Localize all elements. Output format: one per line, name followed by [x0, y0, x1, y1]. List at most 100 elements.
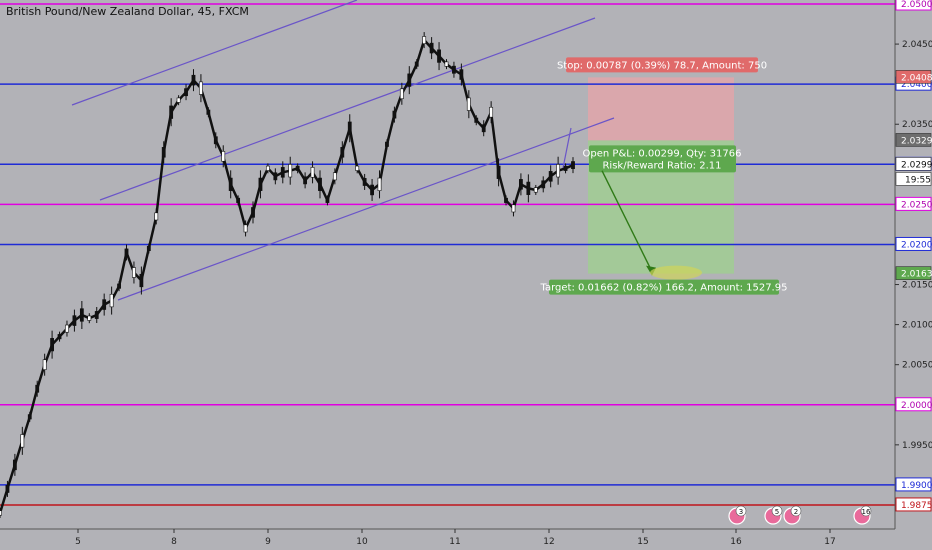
- event-count: 2: [794, 508, 798, 516]
- candle-body: [5, 485, 10, 493]
- candle-body: [251, 207, 255, 218]
- trend-line-4[interactable]: [562, 127, 572, 169]
- event-count-bg: [790, 505, 802, 517]
- candle-body: [310, 167, 315, 178]
- price-tick-label: 2.01000: [902, 321, 932, 331]
- event-badge[interactable]: 3: [728, 505, 747, 525]
- target-arrow[interactable]: [601, 170, 653, 272]
- event-badge[interactable]: 5: [764, 505, 783, 525]
- time-tick-label: 8: [171, 537, 177, 547]
- candle-body: [79, 308, 84, 322]
- candle-body: [466, 97, 471, 111]
- candle-body: [541, 180, 546, 189]
- candle-body: [340, 147, 345, 158]
- stop-zone: [588, 77, 734, 141]
- event-count-bg: [771, 505, 783, 517]
- level-price-label: 2.02500: [901, 200, 932, 210]
- candle-body: [332, 172, 337, 181]
- time-tick-label: 10: [356, 537, 368, 547]
- candle-body: [139, 273, 144, 288]
- event-count-bg: [860, 505, 872, 517]
- candle-body: [347, 121, 352, 135]
- trend-line-1[interactable]: [71, 0, 358, 106]
- position-overlay[interactable]: Stop: 0.00787 (0.39%) 78.7, Amount: 750 O…: [540, 57, 788, 295]
- level-price-badge: [895, 477, 932, 492]
- candle-body: [191, 74, 196, 86]
- time-tick-label: 5: [75, 537, 81, 547]
- candle-body: [35, 384, 40, 393]
- candle-body: [325, 197, 330, 203]
- price-tick-label: 2.03500: [902, 120, 932, 130]
- candle-body: [303, 176, 308, 185]
- candle-body: [213, 136, 218, 145]
- countdown-label: 19:55: [905, 175, 931, 185]
- candle-body: [444, 61, 449, 67]
- trend-line-3[interactable]: [117, 117, 615, 301]
- price-label-stop: [895, 70, 932, 84]
- level-price-badge: [895, 196, 932, 211]
- candle-body: [526, 181, 531, 195]
- candle-body: [12, 459, 17, 471]
- candle-body: [548, 171, 553, 182]
- candle-body: [399, 88, 404, 100]
- time-tick-label: 16: [730, 537, 742, 547]
- candle-body: [318, 177, 322, 191]
- time-tick-label: 15: [637, 537, 648, 547]
- candle-body: [563, 165, 568, 171]
- candle-body: [176, 97, 181, 103]
- candle-body: [258, 177, 263, 191]
- trend-line-2[interactable]: [99, 17, 596, 201]
- price-label-text: 2.04085: [901, 73, 932, 83]
- target-label-bg: [549, 279, 779, 295]
- candle-body: [489, 106, 494, 118]
- price-tick-label: 1.99500: [902, 441, 932, 451]
- event-badge[interactable]: 2: [783, 505, 802, 525]
- candle-body: [154, 212, 159, 221]
- time-axis-bg: [0, 529, 895, 550]
- target-arrowhead: [646, 265, 656, 276]
- candle-body: [20, 434, 25, 448]
- candle-body: [414, 61, 419, 67]
- candle-body: [370, 184, 374, 196]
- candle-body: [42, 359, 47, 370]
- level-price-label: 1.99000: [901, 481, 932, 491]
- event-badges[interactable]: 3 5 2 16: [728, 505, 872, 525]
- candle-body: [27, 414, 32, 420]
- candle-body: [57, 334, 62, 340]
- candle-body: [362, 178, 367, 186]
- price-label-entry: [895, 133, 932, 147]
- candle-body: [236, 197, 241, 203]
- candle-body: [50, 338, 54, 352]
- candle-body: [132, 267, 136, 278]
- time-tick-label: 12: [543, 537, 554, 547]
- candle-body: [422, 36, 427, 44]
- candle-body: [459, 69, 464, 80]
- time-tick-label: 11: [449, 537, 460, 547]
- price-series: [0, 32, 575, 518]
- chart-title: British Pound/New Zealand Dollar, 45, FX…: [6, 5, 249, 18]
- candle-body: [280, 167, 285, 178]
- price-channel[interactable]: [71, 0, 615, 301]
- candle-body: [109, 293, 114, 308]
- time-tick-label: 9: [265, 537, 271, 547]
- candle-body: [519, 179, 523, 190]
- candle-body: [288, 164, 293, 178]
- candle-body: [102, 299, 107, 310]
- candle-body: [437, 49, 441, 63]
- candle-body: [146, 245, 151, 252]
- candle-body: [65, 324, 69, 333]
- price-tick-label: 2.01500: [902, 281, 932, 291]
- candle-body: [94, 311, 99, 319]
- target-marker: [650, 265, 702, 280]
- candle-body: [355, 165, 360, 171]
- candle-body: [556, 164, 561, 178]
- pnl-label-bg: [589, 145, 736, 173]
- price-label-text: 2.01636: [901, 270, 932, 280]
- candle-body: [504, 197, 508, 203]
- event-badge[interactable]: 16: [853, 505, 872, 525]
- candle-body: [243, 224, 248, 233]
- level-price-badge: [895, 497, 932, 512]
- candle-body: [0, 510, 2, 516]
